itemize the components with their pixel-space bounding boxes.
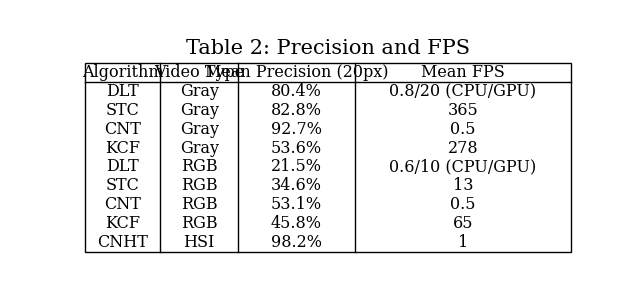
Text: RGB: RGB [181,215,218,232]
Text: 53.1%: 53.1% [271,196,322,213]
Text: HSI: HSI [184,234,215,251]
Text: Algorithm: Algorithm [82,64,163,81]
Text: 34.6%: 34.6% [271,177,322,194]
Text: 53.6%: 53.6% [271,139,322,156]
Text: 98.2%: 98.2% [271,234,322,251]
Text: STC: STC [106,102,140,119]
Text: STC: STC [106,177,140,194]
Text: 278: 278 [447,139,478,156]
Text: DLT: DLT [106,158,139,175]
Text: RGB: RGB [181,158,218,175]
Text: Gray: Gray [180,121,219,138]
Text: 92.7%: 92.7% [271,121,322,138]
Text: 21.5%: 21.5% [271,158,322,175]
Text: KCF: KCF [105,215,140,232]
Text: 1: 1 [458,234,468,251]
Text: DLT: DLT [106,83,139,100]
Text: Gray: Gray [180,83,219,100]
Text: KCF: KCF [105,139,140,156]
Text: CNT: CNT [104,196,141,213]
Text: 0.6/10 (CPU/GPU): 0.6/10 (CPU/GPU) [389,158,536,175]
Text: CNHT: CNHT [97,234,148,251]
Text: RGB: RGB [181,196,218,213]
Text: Mean FPS: Mean FPS [421,64,505,81]
Text: 65: 65 [452,215,473,232]
Text: Video Type: Video Type [154,64,244,81]
Text: 45.8%: 45.8% [271,215,322,232]
Text: 365: 365 [447,102,478,119]
Text: 0.5: 0.5 [450,121,476,138]
Text: 13: 13 [452,177,473,194]
Text: 80.4%: 80.4% [271,83,322,100]
Text: RGB: RGB [181,177,218,194]
Text: Table 2: Precision and FPS: Table 2: Precision and FPS [186,39,470,58]
Text: 82.8%: 82.8% [271,102,322,119]
Text: Mean Precision (20px): Mean Precision (20px) [205,64,388,81]
Text: 0.8/20 (CPU/GPU): 0.8/20 (CPU/GPU) [389,83,536,100]
Text: 0.5: 0.5 [450,196,476,213]
Text: Gray: Gray [180,102,219,119]
Text: Gray: Gray [180,139,219,156]
Text: CNT: CNT [104,121,141,138]
